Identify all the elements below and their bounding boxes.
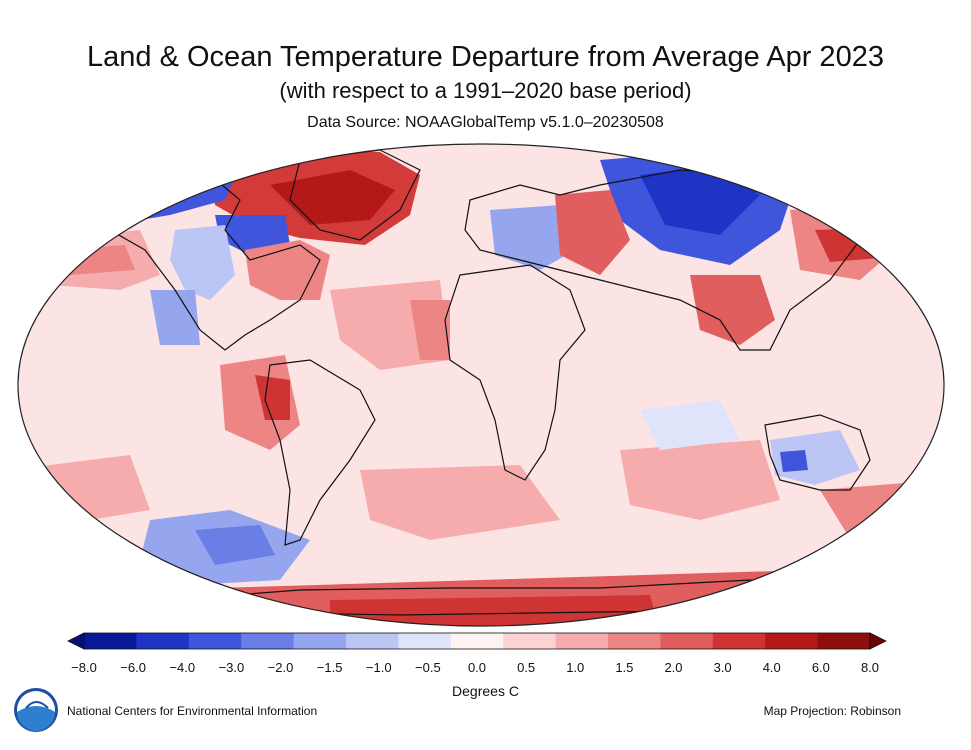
map-projection: Map Projection: Robinson [763, 704, 901, 718]
siberia-cold-core [640, 165, 760, 235]
greenland-outline [289, 149, 421, 241]
colorbar-tick-label: 3.0 [713, 660, 732, 675]
colorbar-tick-label: 1.0 [566, 660, 585, 675]
arctic-canada-cold-core [90, 165, 200, 205]
colorbar-units: Degrees C [452, 683, 519, 699]
colorbar-swatch [712, 633, 766, 649]
colorbar-tick-label: 6.0 [811, 660, 830, 675]
west-australia-cold [780, 450, 808, 472]
colorbar-swatch [84, 633, 137, 649]
colorbar-swatch [450, 633, 504, 649]
colorbar-tick-label: 0.5 [517, 660, 536, 675]
colorbar-tick-label: −1.5 [316, 660, 343, 675]
west-na-cool [170, 225, 235, 300]
colorbar-over-arrow [869, 632, 887, 650]
west-russia-warm [555, 190, 630, 275]
anomaly-field [18, 144, 944, 626]
colorbar-swatch [765, 633, 819, 649]
colorbar-frame [83, 632, 871, 650]
map-border [17, 143, 945, 627]
colorbar-tick-label: 8.0 [860, 660, 880, 675]
colorbar [67, 632, 887, 650]
colorbar-swatch [555, 633, 609, 649]
colorbar-tick-label: −2.0 [267, 660, 294, 675]
colorbar-swatch [503, 633, 557, 649]
base-field [18, 144, 944, 626]
peru-coast-warm-core [255, 375, 290, 420]
australia-outline [764, 414, 871, 491]
colorbar-tick-label: −8.0 [71, 660, 97, 675]
map-subtitle: (with respect to a 1991–2020 base period… [279, 78, 692, 103]
south-atlantic-warm [360, 465, 560, 540]
north-pacific-warm-core [55, 245, 135, 275]
europe-cool [490, 205, 575, 270]
north-america-outline [94, 174, 321, 351]
australia-cool [770, 430, 860, 485]
eurasia-outline [464, 169, 861, 351]
africa-outline [444, 264, 586, 481]
colorbar-swatch [188, 633, 242, 649]
colorbar-swatch [241, 633, 295, 649]
data-source: Data Source: NOAAGlobalTemp v5.1.0–20230… [307, 114, 664, 131]
colorbar-tick-label: 1.5 [615, 660, 634, 675]
colorbar-under-arrow [67, 632, 85, 650]
atlantic-warm-core [410, 300, 450, 360]
colorbar-tick-label: 4.0 [762, 660, 781, 675]
colorbar-tick-label: 0.0 [467, 660, 487, 675]
colorbar-swatch [608, 633, 661, 649]
colorbar-tick-label: 2.0 [664, 660, 683, 675]
indian-ocean-cool [640, 400, 740, 450]
organization-name: National Centers for Environmental Infor… [67, 704, 318, 718]
hudson-cold [215, 215, 290, 255]
colorbar-swatch [293, 633, 347, 649]
colorbar-tick-label: −3.0 [218, 660, 245, 675]
pacific-cool-patch [150, 290, 200, 345]
colorbar-tick-label: −1.0 [365, 660, 392, 675]
colorbar-tick-label: −4.0 [169, 660, 196, 675]
colorbar-tick-label: −0.5 [415, 660, 441, 675]
colorbar-tick-label: −6.0 [120, 660, 146, 675]
south-asia-warm [690, 275, 775, 345]
map-title: Land & Ocean Temperature Departure from … [87, 41, 884, 73]
noaa-logo [14, 688, 58, 732]
antarctic-warm-core [330, 595, 660, 626]
colorbar-swatch [817, 633, 871, 649]
colorbar-swatch [398, 633, 452, 649]
indian-ocean-warm [620, 440, 780, 520]
south-america-outline [264, 359, 376, 546]
south-pacific-cool-core [195, 525, 275, 565]
colorbar-swatch [346, 633, 399, 649]
colorbar-swatch [136, 633, 190, 649]
tasman-warm [820, 480, 944, 555]
colorbar-swatch [660, 633, 714, 649]
